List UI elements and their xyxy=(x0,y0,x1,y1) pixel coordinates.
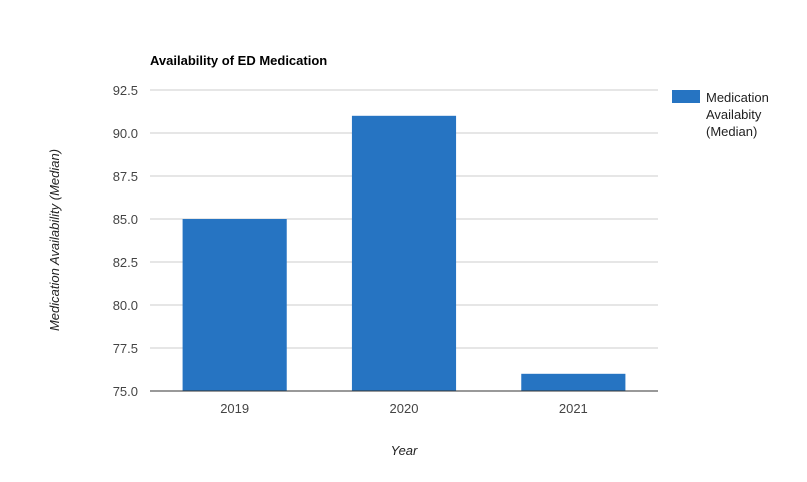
y-tick-label: 90.0 xyxy=(113,126,138,141)
y-tick-label: 75.0 xyxy=(113,384,138,399)
x-tick-label: 2019 xyxy=(220,401,249,416)
y-tick-label: 92.5 xyxy=(113,83,138,98)
bars xyxy=(182,115,626,392)
legend-label-line: (Median) xyxy=(706,124,757,139)
y-tick-label: 82.5 xyxy=(113,255,138,270)
y-axis-title: Medication Availability (Median) xyxy=(47,149,62,331)
x-tick-label: 2020 xyxy=(390,401,419,416)
y-tick-label: 85.0 xyxy=(113,212,138,227)
legend-label: Medication Availabity (Median) xyxy=(706,90,769,139)
x-tick-label: 2021 xyxy=(559,401,588,416)
legend-swatch xyxy=(672,90,700,103)
x-axis-title: Year xyxy=(391,443,418,458)
legend: Medication Availabity (Median) xyxy=(672,90,769,139)
legend-label-line: Availabity xyxy=(706,107,762,122)
bar-2021[interactable] xyxy=(521,373,626,391)
y-tick-label: 80.0 xyxy=(113,298,138,313)
x-axis-ticks: 2019 2020 2021 xyxy=(220,401,588,416)
y-tick-label: 77.5 xyxy=(113,341,138,356)
legend-label-line: Medication xyxy=(706,90,769,105)
bar-2019[interactable] xyxy=(182,219,287,391)
chart-title: Availability of ED Medication xyxy=(150,53,327,68)
bar-2020[interactable] xyxy=(351,115,457,392)
y-tick-label: 87.5 xyxy=(113,169,138,184)
y-axis-ticks: 75.0 77.5 80.0 82.5 85.0 87.5 90.0 92.5 xyxy=(113,83,138,399)
